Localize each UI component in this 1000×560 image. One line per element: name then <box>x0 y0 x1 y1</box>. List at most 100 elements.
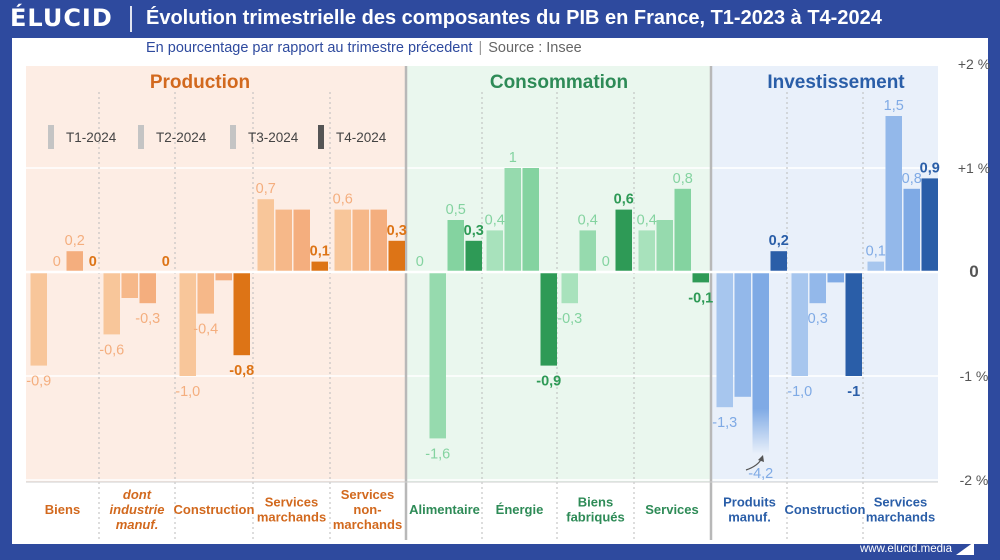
data-label-investissement-1-q2: 0,3 <box>808 311 828 327</box>
bar-consommation-0-q2 <box>429 272 446 439</box>
data-label-investissement-0-q3: -4,2 <box>748 466 773 482</box>
bar-production-0-q1 <box>30 272 47 366</box>
category-label-consommation-2: fabriqués <box>566 510 625 525</box>
chart-subtitle: En pourcentage par rapport au trimestre … <box>146 40 582 56</box>
data-label-consommation-2-q2: 0,4 <box>578 212 598 228</box>
subtitle-text: En pourcentage par rapport au trimestre … <box>146 40 473 56</box>
data-label-production-0-q3: 0,2 <box>65 233 85 249</box>
bar-consommation-3-q3 <box>674 188 691 272</box>
panel-background-consommation <box>407 66 710 482</box>
group-title-consommation: Consommation <box>490 72 628 93</box>
bar-consommation-3-q4 <box>692 272 709 283</box>
category-label-consommation-2: Biens <box>578 495 613 510</box>
category-label-consommation-1: Énergie <box>496 502 544 517</box>
category-label-consommation-0: Alimentaire <box>409 502 480 517</box>
bar-production-4-q3 <box>370 209 387 272</box>
legend-swatch <box>48 125 54 149</box>
data-label-consommation-3-q4: -0,1 <box>688 290 713 306</box>
bar-production-1-q2 <box>121 272 138 298</box>
category-label-production-4: non- <box>353 502 381 517</box>
category-label-investissement-0: manuf. <box>728 510 771 525</box>
data-label-consommation-0-q4: 0,3 <box>464 223 484 239</box>
bar-production-4-q2 <box>352 209 369 272</box>
footer-url[interactable]: www.elucid.media <box>859 543 952 555</box>
elucid-mark-icon <box>956 542 974 555</box>
header-bar: ÉLUCID Évolution trimestrielle des compo… <box>0 0 1000 38</box>
bar-production-2-q2 <box>197 272 214 314</box>
data-label-investissement-2-q4: 0,9 <box>920 160 940 176</box>
data-label-consommation-1-q4: -0,9 <box>536 374 561 390</box>
bar-production-4-q1 <box>334 209 351 272</box>
data-label-production-3-q1: 0,7 <box>256 181 276 197</box>
data-label-production-0-q2: 0 <box>53 254 61 270</box>
subtitle-separator: | <box>478 40 483 56</box>
category-label-production-4: Services <box>341 487 395 502</box>
legend-label: T1-2024 <box>66 130 117 145</box>
bar-production-0-q3 <box>66 251 83 272</box>
bar-consommation-1-q1 <box>486 230 503 272</box>
bar-production-3-q3 <box>293 209 310 272</box>
data-label-consommation-2-q1: -0,3 <box>557 311 582 327</box>
category-label-production-0: Biens <box>45 502 80 517</box>
bar-production-2-q3 <box>215 272 232 281</box>
category-label-investissement-1: Construction <box>785 502 866 517</box>
data-label-investissement-1-q1: -1,0 <box>787 384 812 400</box>
category-label-production-3: Services <box>265 495 319 510</box>
data-label-consommation-0-q1: 0 <box>416 254 424 270</box>
category-label-production-1: manuf. <box>116 517 159 532</box>
category-label-investissement-2: Services <box>874 495 928 510</box>
category-label-production-1: industrie <box>110 502 165 517</box>
data-label-investissement-0-q4: 0,2 <box>769 233 789 249</box>
bar-production-1-q1 <box>103 272 120 335</box>
bar-investissement-2-q3 <box>903 188 920 272</box>
data-label-production-4-q4: 0,3 <box>387 223 407 239</box>
bar-production-2-q1 <box>179 272 196 376</box>
data-label-production-1-q3: -0,3 <box>135 311 160 327</box>
data-label-production-1-q1: -0,6 <box>99 342 124 358</box>
data-label-production-3-q4: 0,1 <box>310 244 330 260</box>
legend-label: T4-2024 <box>336 130 387 145</box>
data-label-investissement-2-q3: 0,8 <box>902 171 922 187</box>
bar-production-3-q4 <box>311 261 328 272</box>
bar-consommation-1-q3 <box>522 168 539 272</box>
data-label-production-4-q1: 0,6 <box>333 192 353 208</box>
bar-investissement-1-q2 <box>809 272 826 304</box>
bar-consommation-3-q1 <box>638 230 655 272</box>
bar-investissement-1-q1 <box>791 272 808 376</box>
bar-production-3-q1 <box>257 199 274 272</box>
data-label-investissement-0-q1: -1,3 <box>712 415 737 431</box>
data-label-consommation-3-q1: 0,4 <box>637 212 657 228</box>
bar-consommation-2-q2 <box>579 230 596 272</box>
bar-investissement-2-q4 <box>921 178 938 272</box>
data-label-production-2-q1: -1,0 <box>175 384 200 400</box>
logo-divider <box>130 6 132 32</box>
category-label-production-4: marchands <box>333 517 402 532</box>
bar-investissement-0-q2 <box>734 272 751 397</box>
data-label-consommation-0-q3: 0,5 <box>446 202 466 218</box>
bar-consommation-1-q4 <box>540 272 557 366</box>
data-label-investissement-2-q2: 1,5 <box>884 98 904 114</box>
elucid-logo: ÉLUCID <box>10 4 113 32</box>
data-label-production-2-q2: -0,4 <box>193 322 218 338</box>
bar-consommation-1-q2 <box>504 168 521 272</box>
y-tick-label: +2 % <box>958 56 990 72</box>
bar-production-2-q4 <box>233 272 250 356</box>
data-label-investissement-1-q4: -1 <box>847 384 860 400</box>
legend-label: T2-2024 <box>156 130 207 145</box>
category-label-production-1: dont <box>123 487 152 502</box>
bar-consommation-0-q4 <box>465 240 482 272</box>
bar-consommation-2-q4 <box>615 209 632 272</box>
bar-consommation-2-q1 <box>561 272 578 304</box>
data-label-production-1-q4: 0 <box>162 254 170 270</box>
bar-investissement-2-q2 <box>885 116 902 272</box>
bar-consommation-0-q3 <box>447 220 464 272</box>
bar-investissement-1-q4 <box>845 272 862 376</box>
source-text: Source : Insee <box>488 40 582 56</box>
legend-swatch <box>230 125 236 149</box>
bar-production-1-q3 <box>139 272 156 304</box>
data-label-consommation-2-q4: 0,6 <box>614 192 634 208</box>
legend-swatch <box>318 125 324 149</box>
y-tick-label: -2 % <box>960 472 989 488</box>
bar-production-3-q2 <box>275 209 292 272</box>
